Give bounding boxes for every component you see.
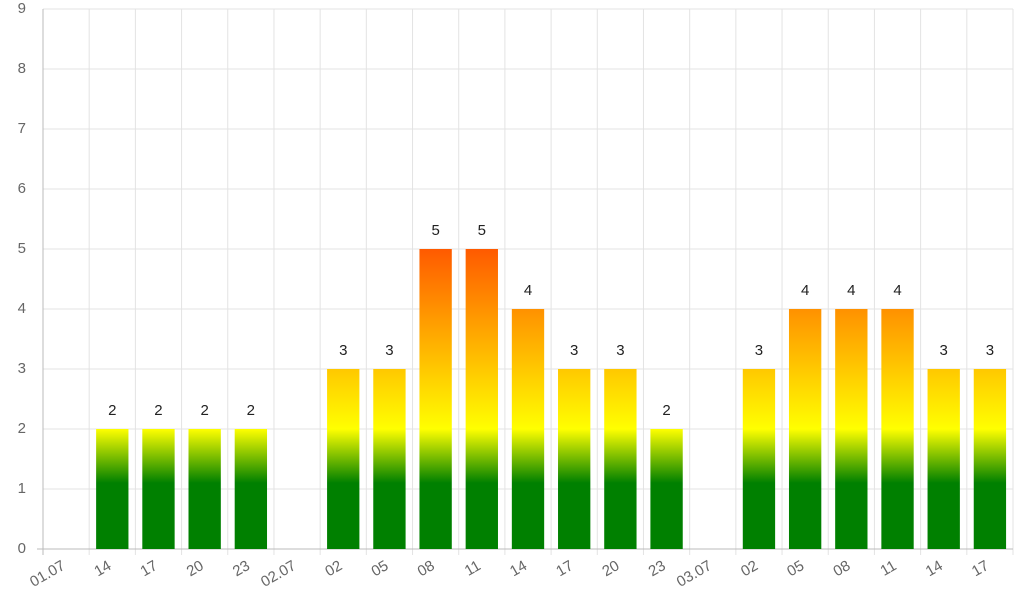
- x-tick-label: 02: [322, 557, 345, 580]
- x-tick-label: 01.07: [27, 557, 68, 590]
- x-tick-label: 02.07: [258, 557, 299, 590]
- bar: [881, 309, 914, 549]
- value-label: 3: [339, 342, 347, 359]
- bar: [835, 309, 868, 549]
- bar: [373, 369, 406, 549]
- x-tick-label: 02: [738, 557, 761, 580]
- value-label: 5: [431, 222, 439, 239]
- value-label: 4: [893, 282, 901, 299]
- bar: [604, 369, 637, 549]
- bar: [742, 369, 776, 549]
- value-label: 3: [986, 342, 994, 359]
- value-label: 5: [478, 222, 486, 239]
- bar: [788, 309, 822, 549]
- value-label: 2: [200, 402, 208, 419]
- y-tick-label: 4: [18, 300, 26, 317]
- bar: [558, 369, 591, 549]
- bar: [511, 309, 545, 549]
- y-tick-label: 1: [18, 480, 26, 497]
- bar: [96, 429, 129, 549]
- x-tick-label: 17: [138, 557, 161, 580]
- x-tick-label: 23: [646, 557, 669, 580]
- value-label: 4: [801, 282, 809, 299]
- x-tick-label: 11: [878, 557, 900, 580]
- bar: [650, 429, 683, 549]
- value-label: 3: [940, 342, 948, 359]
- bar: [188, 429, 221, 549]
- x-tick-label: 20: [599, 557, 622, 580]
- y-tick-label: 7: [18, 120, 26, 137]
- x-tick-label: 05: [368, 557, 391, 580]
- x-tick-label: 17: [553, 557, 576, 580]
- x-tick-label: 20: [184, 557, 207, 580]
- bar: [327, 369, 360, 549]
- x-tick-label: 14: [507, 557, 530, 580]
- bar: [234, 429, 268, 549]
- y-tick-label: 6: [18, 180, 26, 197]
- bar: [973, 369, 1007, 549]
- value-label: 4: [847, 282, 855, 299]
- value-label: 2: [154, 402, 162, 419]
- value-label: 2: [108, 402, 116, 419]
- y-tick-label: 9: [18, 0, 26, 17]
- bar: [465, 249, 498, 549]
- value-label: 4: [524, 282, 532, 299]
- x-tick-label: 17: [969, 557, 992, 580]
- bar: [142, 429, 175, 549]
- value-label: 3: [755, 342, 763, 359]
- x-tick-label: 11: [462, 557, 484, 580]
- value-label: 2: [247, 402, 255, 419]
- y-tick-label: 3: [18, 360, 26, 377]
- x-tick-label: 03.07: [674, 557, 715, 590]
- x-tick-label: 05: [784, 557, 807, 580]
- x-tick-label: 23: [230, 557, 253, 580]
- x-tick-label: 14: [923, 557, 946, 580]
- bar: [419, 249, 452, 549]
- x-tick-label: 08: [830, 557, 853, 580]
- y-tick-label: 2: [18, 420, 26, 437]
- y-tick-label: 0: [18, 540, 26, 557]
- value-label: 3: [570, 342, 578, 359]
- x-tick-label: 08: [415, 557, 438, 580]
- value-label: 3: [385, 342, 393, 359]
- value-label: 2: [662, 402, 670, 419]
- y-tick-label: 5: [18, 240, 26, 257]
- bar: [927, 369, 960, 549]
- x-tick-label: 14: [91, 557, 114, 580]
- y-tick-label: 8: [18, 60, 26, 77]
- value-label: 3: [616, 342, 624, 359]
